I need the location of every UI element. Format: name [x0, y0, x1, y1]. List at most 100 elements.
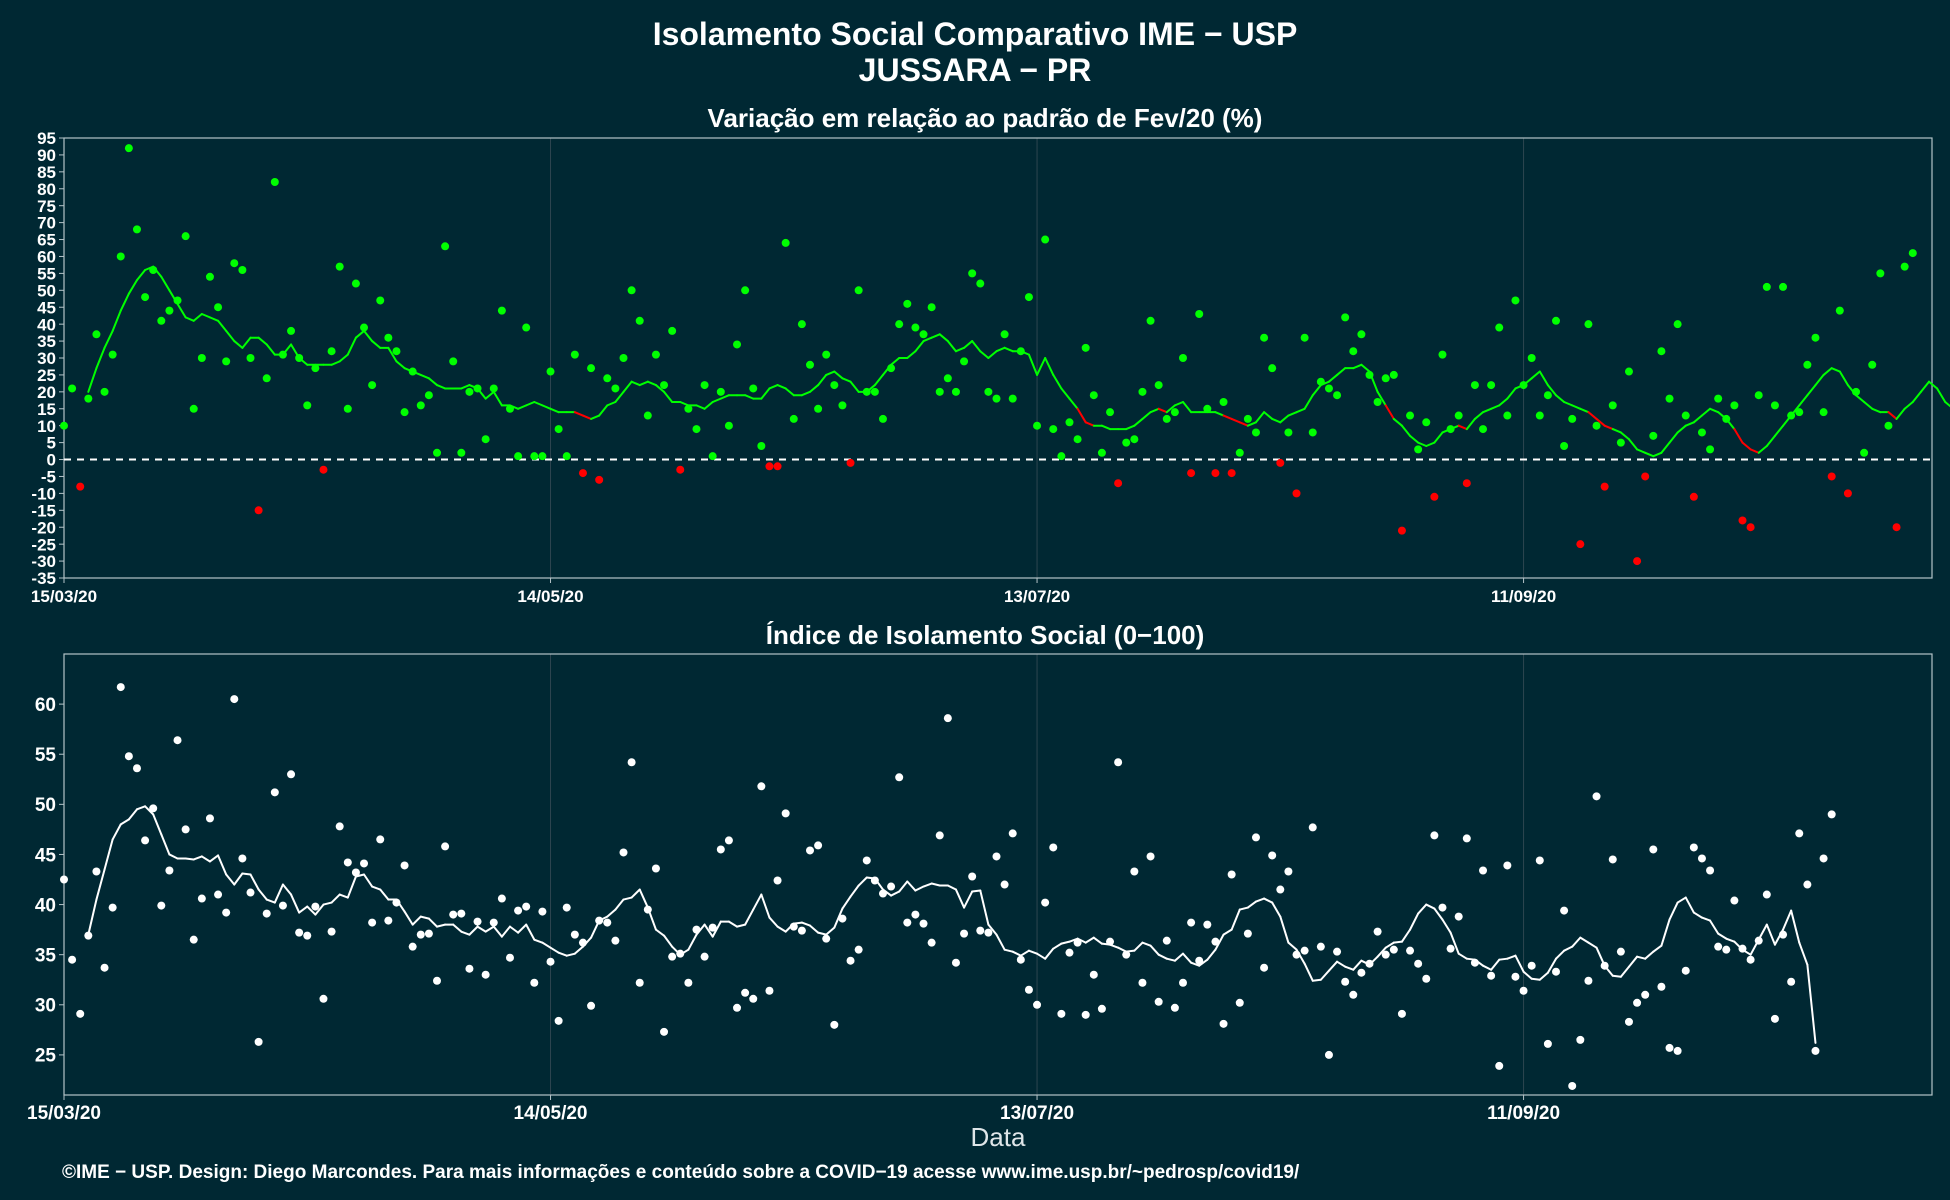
data-point: [587, 364, 596, 373]
moving-average-segment: [1327, 960, 1339, 972]
moving-average-segment: [1668, 431, 1679, 444]
data-point: [1049, 425, 1058, 434]
moving-average-segment: [1125, 424, 1136, 431]
data-point: [765, 462, 774, 471]
data-point: [1414, 445, 1423, 454]
data-point: [1665, 1043, 1674, 1052]
data-point: [1089, 970, 1098, 979]
moving-average-segment: [1563, 945, 1574, 952]
moving-average-segment: [87, 898, 98, 936]
data-point: [1422, 974, 1431, 983]
data-point: [1316, 377, 1325, 386]
moving-average-segment: [1652, 451, 1663, 458]
moving-average-segment: [1279, 915, 1290, 944]
moving-average-segment: [1709, 407, 1720, 414]
data-point: [165, 306, 174, 315]
data-point: [1251, 428, 1260, 437]
moving-average-segment: [954, 888, 966, 909]
moving-average-segment: [419, 373, 430, 380]
moving-average-segment: [1254, 897, 1266, 903]
data-point: [943, 374, 952, 383]
y-tick-label: -15: [31, 501, 56, 520]
data-point: [1633, 998, 1642, 1007]
moving-average-segment: [436, 384, 447, 390]
footer-credit: ©IME − USP. Design: Diego Marcondes. Par…: [62, 1162, 1300, 1183]
data-point: [1519, 986, 1528, 995]
moving-average-segment: [1165, 404, 1176, 414]
moving-average-segment: [160, 275, 171, 292]
panel-border: [63, 137, 1933, 579]
data-point: [84, 394, 93, 403]
data-point: [1033, 421, 1042, 430]
moving-average-segment: [1238, 421, 1249, 427]
moving-average-segment: [1700, 916, 1712, 922]
data-point: [984, 387, 993, 396]
moving-average-segment: [1011, 950, 1022, 957]
moving-average-segment: [1044, 947, 1055, 960]
data-point: [741, 286, 750, 295]
moving-average-segment: [833, 370, 844, 380]
data-point: [1211, 937, 1220, 946]
data-point: [1179, 978, 1187, 987]
moving-average-segment: [460, 384, 471, 390]
moving-average-segment: [833, 907, 844, 929]
data-point: [116, 252, 125, 261]
data-point: [270, 178, 279, 186]
data-point: [116, 683, 125, 692]
moving-average-segment: [1482, 407, 1493, 414]
moving-average-segment: [654, 928, 666, 937]
moving-average-segment: [1165, 957, 1176, 962]
y-tick-label: 60: [35, 695, 56, 716]
moving-average-segment: [1538, 370, 1549, 387]
moving-average-segment: [1765, 923, 1776, 946]
data-point: [1397, 526, 1406, 535]
data-point: [68, 384, 77, 393]
data-point: [757, 442, 766, 450]
data-point: [773, 462, 782, 471]
data-point: [1024, 293, 1033, 302]
data-point: [806, 360, 814, 369]
data-point: [765, 986, 774, 995]
data-point: [1049, 843, 1058, 852]
data-point: [1365, 959, 1374, 968]
data-point: [1730, 896, 1739, 905]
data-point: [1770, 1014, 1779, 1023]
moving-average-segment: [1400, 928, 1412, 943]
data-point: [814, 841, 823, 850]
moving-average-segment: [460, 930, 471, 936]
moving-average-segment: [963, 340, 974, 349]
moving-average-segment: [1198, 958, 1209, 967]
data-point: [895, 320, 904, 329]
moving-average-segment: [873, 373, 884, 387]
y-tick-label: -30: [31, 552, 56, 571]
moving-average-segment: [330, 893, 341, 904]
data-point: [173, 736, 182, 745]
data-point: [1219, 1019, 1228, 1028]
data-point: [1479, 866, 1488, 875]
y-tick-label: 40: [35, 895, 56, 916]
data-point: [230, 259, 239, 268]
moving-average-segment: [663, 390, 674, 403]
moving-average-segment: [1263, 897, 1274, 904]
data-point: [416, 401, 425, 410]
moving-average-segment: [1425, 441, 1436, 447]
data-point: [1495, 323, 1504, 332]
moving-average-segment: [427, 917, 438, 928]
data-point: [1730, 401, 1739, 410]
data-point: [733, 340, 742, 349]
data-point: [505, 404, 514, 413]
moving-average-segment: [938, 333, 949, 343]
data-point: [1706, 866, 1715, 875]
moving-average-segment: [906, 350, 917, 359]
moving-average-segment: [1214, 933, 1225, 951]
moving-average-segment: [192, 313, 203, 322]
moving-average-segment: [135, 805, 147, 811]
data-point: [627, 758, 636, 767]
moving-average-segment: [1303, 962, 1314, 982]
data-point: [1260, 963, 1269, 972]
moving-average-segment: [241, 336, 252, 349]
data-point: [862, 387, 871, 396]
data-point: [1754, 391, 1763, 400]
moving-average-segment: [549, 407, 560, 414]
